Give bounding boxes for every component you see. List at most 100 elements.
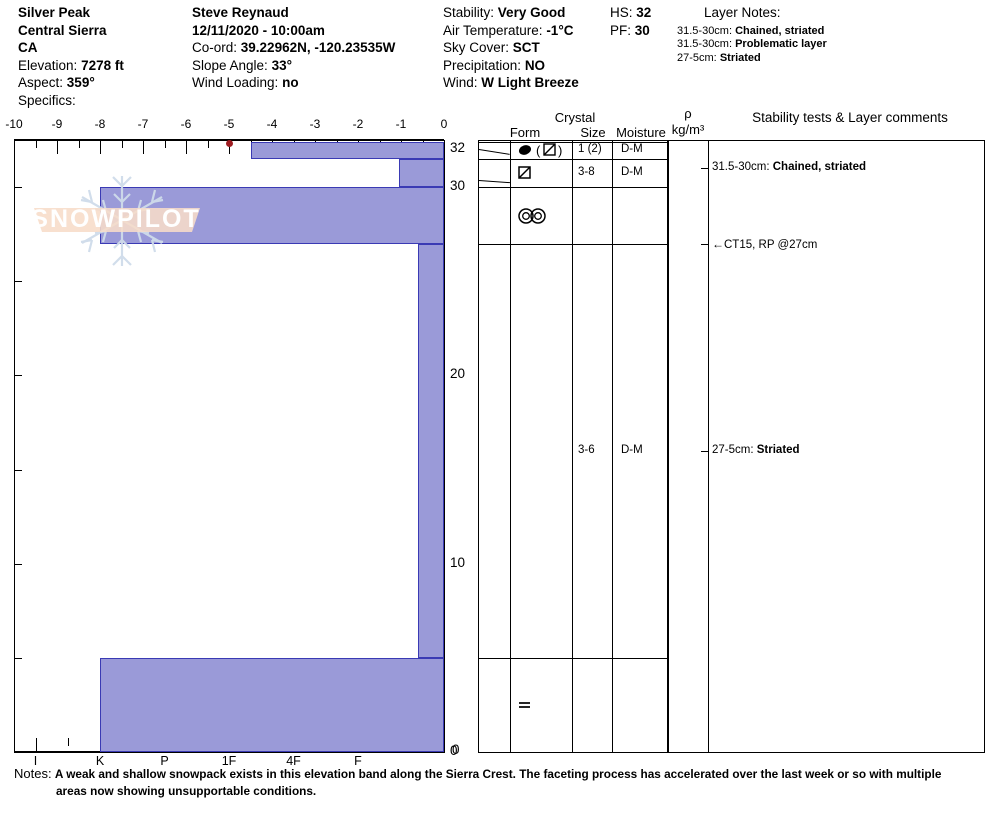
observation-datetime: 12/11/2020 - 10:00am xyxy=(192,22,325,38)
wind-value: W Light Breeze xyxy=(481,75,579,91)
grain-form-faceted-icon xyxy=(516,164,570,182)
layer-note-item: 31.5-30cm: Problematic layer xyxy=(677,38,827,51)
hardness-layer-bar xyxy=(250,141,444,159)
temp-tick-label: -2 xyxy=(352,117,364,131)
layer-notes-title: Layer Notes: xyxy=(704,5,781,20)
aspect-row: Aspect: 359° xyxy=(18,74,193,92)
depth-tick-left xyxy=(15,563,22,565)
specifics-row: Specifics: xyxy=(18,92,193,110)
pf-row: PF: 30 xyxy=(610,22,678,40)
slope-angle-label: Slope Angle: xyxy=(192,57,268,73)
hardness-axis-line xyxy=(14,752,445,753)
temp-tick-major xyxy=(14,140,15,154)
crystal-table-row-divider xyxy=(478,243,669,245)
temp-tick-major xyxy=(186,140,187,154)
temp-tick-minor xyxy=(78,140,80,148)
air-temperature-value: -1°C xyxy=(546,22,574,38)
coord-row: Co-ord: 39.22962N, -120.23535W xyxy=(192,39,442,57)
crystal-table-row-divider xyxy=(478,657,669,659)
sky-cover-value: SCT xyxy=(512,40,540,56)
header-measurements-column: HS: 32 PF: 30 xyxy=(610,4,678,39)
hardness-tick-label: F xyxy=(354,754,362,768)
depth-tick-left xyxy=(15,281,22,283)
hardness-zero-label: 0 xyxy=(452,742,460,757)
depth-tick-label: 20 xyxy=(450,366,466,382)
hardness-tick-label: 4F xyxy=(286,754,301,768)
layer-comment-entry: 27-5cm: Striated xyxy=(712,444,800,456)
graph-right-border xyxy=(444,140,445,753)
air-temperature-row: Air Temperature: -1°C xyxy=(443,22,608,40)
header-location-column: Silver Peak Central Sierra CA Elevation:… xyxy=(18,4,193,110)
crystal-moisture-cell: D-M xyxy=(621,165,643,178)
precipitation-row: Precipitation: NO xyxy=(443,57,608,75)
depth-tick-label: 32 xyxy=(450,140,466,156)
crystal-table-column-divider xyxy=(510,140,511,753)
crystal-table-row-divider xyxy=(478,187,669,189)
crystal-moisture-cell: D-M xyxy=(621,143,643,156)
temp-tick-minor xyxy=(121,140,123,148)
stability-row: Stability: Very Good xyxy=(443,4,608,22)
hardness-tick-minor xyxy=(35,738,37,746)
hardness-layer-bar xyxy=(100,187,444,244)
stability-test-entry: ←CT15, RP @27cm xyxy=(712,237,817,251)
crystal-table-row-divider xyxy=(478,158,669,160)
hardness-tick-label: 1F xyxy=(221,754,237,768)
hardness-tick-minor xyxy=(67,738,69,746)
temp-tick-label: -5 xyxy=(223,117,235,131)
coord-value: 39.22962N, -120.23535W xyxy=(240,40,396,56)
temp-tick-label: -10 xyxy=(5,117,23,131)
aspect-value: 359° xyxy=(66,75,95,91)
precipitation-value: NO xyxy=(524,57,546,73)
depth-tick-label: 10 xyxy=(450,554,466,570)
comment-text: Striated xyxy=(756,443,800,456)
stability-depth-tick xyxy=(701,450,709,452)
wind-loading-label: Wind Loading: xyxy=(192,75,279,91)
temp-tick-label: -3 xyxy=(309,117,321,131)
notes-block: Notes: A weak and shallow snowpack exist… xyxy=(14,765,984,800)
crystal-size-cell: 3-6 xyxy=(578,443,595,456)
sky-cover-row: Sky Cover: SCT xyxy=(443,39,608,57)
temp-tick-minor xyxy=(164,140,166,148)
density-panel xyxy=(668,140,708,753)
elevation-row: Elevation: 7278 ft xyxy=(18,57,193,75)
sky-cover-label: Sky Cover: xyxy=(443,40,510,56)
comment-text: Chained, striated xyxy=(772,161,867,174)
pf-value: 30 xyxy=(634,22,650,38)
hs-value: 32 xyxy=(636,5,652,20)
crystal-moisture-cell: D-M xyxy=(621,443,643,456)
elevation-label: Elevation: xyxy=(18,57,78,73)
site-name: Silver Peak xyxy=(18,5,91,20)
notes-label: Notes: xyxy=(14,766,52,781)
temp-tick-major xyxy=(100,140,101,154)
temp-tick-label: -9 xyxy=(51,117,63,131)
notes-line-2: areas now showing unsupportable conditio… xyxy=(56,784,317,798)
density-header-symbol: ρ xyxy=(684,106,692,121)
form-header-label: Form xyxy=(509,125,541,140)
temp-tick-minor xyxy=(207,140,209,148)
crystal-table xyxy=(478,140,668,753)
grain-form-depth-hoar-icon xyxy=(516,696,570,714)
temp-tick-major xyxy=(57,140,58,154)
wind-label: Wind: xyxy=(443,75,478,91)
layer-note-item: 27-5cm: Striated xyxy=(677,51,761,64)
air-temperature-label: Air Temperature: xyxy=(443,22,543,38)
comment-range: 27-5cm: xyxy=(712,443,754,456)
comment-range: 31.5-30cm: xyxy=(712,161,770,174)
wind-loading-value: no xyxy=(282,75,299,91)
depth-tick-left xyxy=(15,469,22,471)
hardness-layer-bar xyxy=(398,158,444,188)
temp-tick-label: -1 xyxy=(395,117,407,131)
crystal-table-row-divider xyxy=(478,141,669,143)
layer-note-item: 31.5-30cm: Chained, striated xyxy=(677,24,825,37)
grain-form-melt-freeze-icon xyxy=(516,206,570,225)
temperature-data-point xyxy=(225,140,233,148)
moisture-header-label: Moisture xyxy=(616,125,666,140)
grain-form-rounded-plus-faceted-icon: ( ) xyxy=(516,141,570,159)
depth-tick-left xyxy=(15,657,22,659)
depth-tick-left xyxy=(15,187,22,189)
depth-tick-label: 30 xyxy=(450,178,466,194)
wind-row: Wind: W Light Breeze xyxy=(443,74,608,92)
slope-angle-row: Slope Angle: 33° xyxy=(192,57,442,75)
hardness-tick-label: K xyxy=(95,754,105,768)
